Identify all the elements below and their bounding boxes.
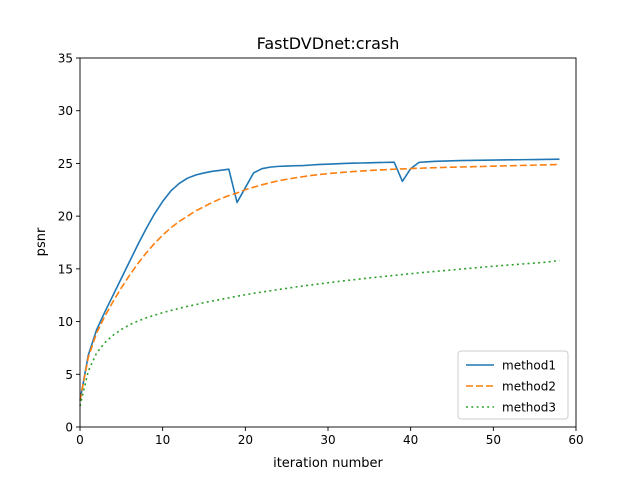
y-tick-label: 5: [65, 368, 73, 382]
x-tick-label: 30: [320, 433, 335, 447]
plot-area: [79, 158, 560, 407]
x-tick-label: 50: [486, 433, 501, 447]
legend-label-method1: method1: [502, 359, 556, 373]
x-tick-label: 20: [238, 433, 253, 447]
x-axis-label: iteration number: [273, 456, 383, 471]
y-tick-label: 20: [58, 210, 73, 224]
y-tick-label: 15: [58, 262, 73, 276]
y-tick-label: 35: [58, 52, 73, 66]
y-tick-label: 10: [58, 315, 73, 329]
x-tick-label: 10: [155, 433, 170, 447]
chart-title: FastDVDnet:crash: [257, 34, 400, 53]
legend-label-method3: method3: [502, 401, 556, 415]
y-tick-label: 30: [58, 104, 73, 118]
x-tick-label: 60: [568, 433, 583, 447]
y-tick-label: 0: [65, 421, 73, 435]
x-tick-label: 40: [403, 433, 418, 447]
series-line-method2: [79, 163, 560, 401]
y-tick-label: 25: [58, 157, 73, 171]
legend-label-method2: method2: [502, 380, 556, 394]
y-axis-label: psnr: [34, 227, 49, 256]
axes: 0 10 20 30 40 50 60 0 5 10 15 20 25 30 35: [58, 52, 584, 448]
series-line-method1: [79, 158, 560, 401]
x-tick-label: 0: [76, 433, 84, 447]
legend-box: [457, 350, 569, 420]
legend: method1 method2 method3: [457, 350, 569, 420]
